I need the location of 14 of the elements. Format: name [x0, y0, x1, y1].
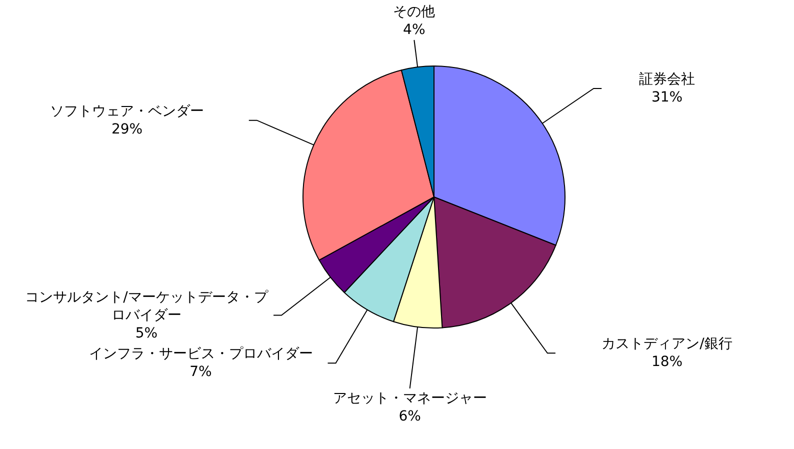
- data-label: 7%: [190, 364, 212, 380]
- slice-label: 証券会社: [639, 72, 695, 88]
- data-label: 18%: [651, 354, 683, 370]
- data-label: 31%: [651, 90, 683, 106]
- slice-label: インフラ・サービス・プロバイダー: [88, 346, 313, 362]
- data-label: 6%: [398, 408, 421, 424]
- data-label: 5%: [135, 325, 158, 342]
- slice-label: カストディアン/銀行: [602, 336, 732, 352]
- slice-label: コンサルタント/マーケットデータ・プロバイダー: [25, 289, 269, 324]
- slice-label: その他: [393, 4, 436, 20]
- data-label: 4%: [403, 22, 426, 38]
- data-label: 29%: [111, 121, 143, 138]
- slice-label: アセット・マネージャー: [332, 390, 487, 406]
- slice-label: ソフトウェア・ベンダー: [50, 103, 204, 120]
